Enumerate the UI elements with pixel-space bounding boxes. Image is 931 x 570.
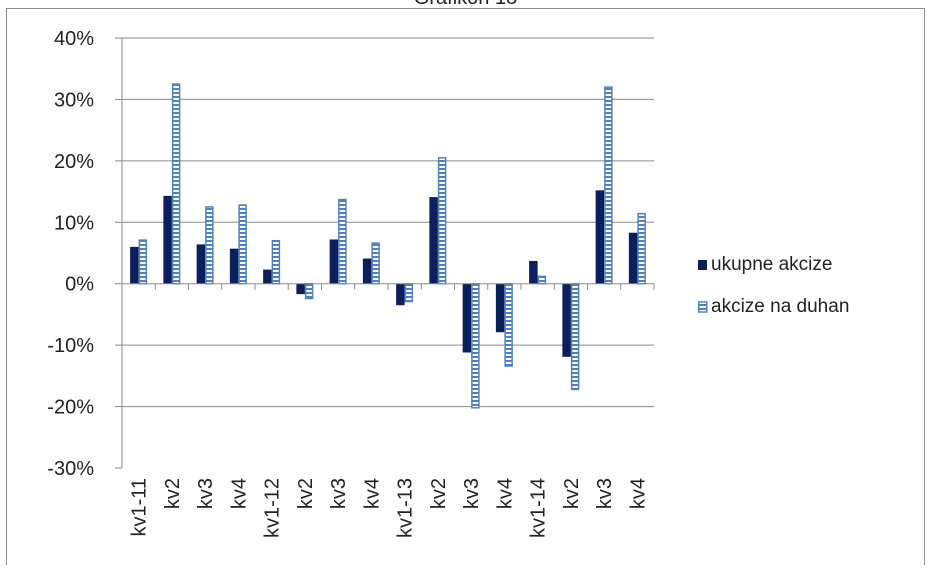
legend-label: ukupne akcize <box>711 254 832 275</box>
x-tick-label: kv3 <box>328 478 350 509</box>
bar-ukupne-akcize <box>562 283 571 357</box>
bar-ukupne-akcize <box>628 232 638 284</box>
bar-ukupne-akcize <box>196 244 206 284</box>
bar-akcize-na-duhan <box>171 83 181 285</box>
y-tick-label: 30% <box>54 89 94 111</box>
x-tick-label: kv1-11 <box>129 478 151 537</box>
bar-ukupne-akcize <box>462 283 472 353</box>
x-tick-label: kv4 <box>494 478 516 509</box>
bar-akcize-na-duhan <box>138 239 148 285</box>
x-tick-label: kv2 <box>295 478 317 509</box>
bars <box>130 83 646 409</box>
x-tick-label: kv4 <box>228 478 250 509</box>
gridlines <box>115 37 654 469</box>
y-tick-label: -30% <box>47 458 94 480</box>
legend-swatch-ukupne-akcize <box>698 260 707 270</box>
bar-ukupne-akcize <box>362 258 372 284</box>
y-tick-label: -20% <box>47 397 94 419</box>
x-tick-label: kv4 <box>627 478 649 509</box>
bar-akcize-na-duhan <box>205 206 214 285</box>
x-tick-label: kv3 <box>195 478 217 509</box>
bar-ukupne-akcize <box>263 269 272 284</box>
x-tick-label: kv4 <box>361 478 383 509</box>
bar-akcize-na-duhan <box>404 282 414 303</box>
bar-akcize-na-duhan <box>437 157 447 285</box>
y-tick-label: -10% <box>47 335 94 357</box>
bar-akcize-na-duhan <box>338 198 347 285</box>
bar-ukupne-akcize <box>229 248 239 284</box>
legend-label: akcize na duhan <box>711 296 849 317</box>
x-tick-label: kv1-13 <box>395 478 417 538</box>
y-axis-tick-labels: 40% 30% 20% 10% 0% -10% -20% -30% <box>47 28 94 480</box>
x-tick-label: kv2 <box>162 478 184 509</box>
bar-akcize-na-duhan <box>271 239 281 285</box>
bar-ukupne-akcize <box>163 195 172 284</box>
bar-akcize-na-duhan <box>637 212 646 285</box>
x-tick-label: kv1-12 <box>262 478 284 538</box>
x-tick-label: kv3 <box>461 478 483 509</box>
bar-ukupne-akcize <box>529 260 538 284</box>
x-axis-tick-labels: kv1-11 kv2 kv3 kv4 kv1-12 kv2 kv3 kv4 kv1-13 kv2 k… <box>129 478 650 538</box>
bar-ukupne-akcize <box>130 246 139 284</box>
bar-akcize-na-duhan <box>304 282 314 300</box>
bar-ukupne-akcize <box>396 283 405 306</box>
bar-ukupne-akcize <box>296 283 305 295</box>
bar-ukupne-akcize <box>595 190 605 284</box>
y-tick-label: 40% <box>54 28 94 50</box>
legend: ukupne akcize akcize na duhan <box>698 254 849 317</box>
axes <box>121 38 655 468</box>
bar-akcize-na-duhan <box>238 204 247 285</box>
bar-ukupne-akcize <box>329 239 339 284</box>
y-tick-label: 0% <box>65 274 94 296</box>
x-tick-label: kv3 <box>594 478 616 509</box>
x-tick-label: kv2 <box>561 478 583 509</box>
bar-akcize-na-duhan <box>537 275 547 285</box>
bar-akcize-na-duhan <box>604 86 613 285</box>
bar-akcize-na-duhan <box>371 242 380 285</box>
bar-ukupne-akcize <box>429 197 438 284</box>
chart-title: Grafikon 18 <box>0 0 931 10</box>
x-tick-label: kv1-14 <box>528 478 550 538</box>
bar-akcize-na-duhan <box>570 282 580 391</box>
bar-akcize-na-duhan <box>471 282 480 409</box>
bar-akcize-na-duhan <box>504 282 513 367</box>
y-tick-label: 20% <box>54 151 94 173</box>
x-tick-label: kv2 <box>428 478 450 509</box>
y-tick-label: 10% <box>54 212 94 234</box>
bar-ukupne-akcize <box>495 283 505 333</box>
legend-swatch-akcize-na-duhan <box>698 301 708 313</box>
